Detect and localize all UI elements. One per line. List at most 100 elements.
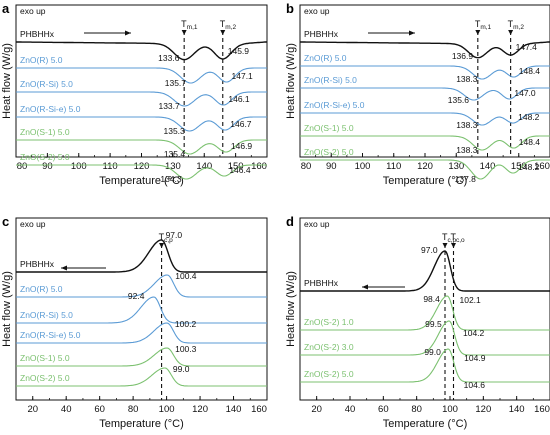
peak-value-label: 102.1: [460, 295, 482, 305]
dsc-trace: [16, 239, 267, 273]
dsc-trace: [16, 67, 267, 84]
dsc-trace: [16, 274, 267, 298]
peak-value-label: 104.2: [463, 328, 485, 338]
series-label: ZnO(R) 5.0: [20, 55, 63, 65]
temperature-marker-label: Tm,1: [181, 19, 198, 31]
x-tick-label: 140: [196, 161, 212, 172]
peak-value-label: 148.4: [519, 137, 541, 147]
peak-value-label: 100.2: [175, 319, 197, 329]
series-label: ZnO(S-1) 5.0: [304, 123, 354, 133]
x-tick-label: 100: [159, 404, 175, 415]
peak-value-label: 146.1: [228, 94, 250, 104]
temperature-marker-label: Tm,2: [508, 19, 525, 31]
temperature-marker-label: Tc,p: [159, 232, 174, 244]
dsc-trace: [300, 65, 550, 80]
chart-panel-a: 80 90 100 110 120 130 140 150 160 Temperature (°C…: [1, 1, 268, 187]
x-tick-label: 80: [411, 404, 422, 415]
panel-letter: b: [286, 1, 294, 16]
marker-main: T: [220, 19, 226, 29]
marker-arrowhead: [181, 30, 187, 35]
peak-value-label: 148.4: [519, 66, 541, 76]
x-tick-label: 90: [42, 161, 53, 172]
peak-value-label: 137.8: [455, 174, 477, 184]
peak-value-label: 98.4: [423, 294, 440, 304]
x-axis-label: Temperature (°C): [99, 175, 183, 187]
dsc-trace: [300, 87, 550, 101]
peak-value-label: 133.7: [158, 101, 180, 111]
peak-value-label: 135.3: [164, 126, 186, 136]
peak-value-label: 138.3: [456, 74, 478, 84]
peak-value-label: 145.9: [228, 46, 250, 56]
plot-frame: [15, 217, 268, 401]
series-label: ZnO(R-Si) 5.0: [20, 79, 73, 89]
scan-arrow-head: [125, 30, 131, 36]
temperature-marker-label: Tm,1: [475, 19, 492, 31]
y-axis-label: Heat flow (W/g): [1, 271, 13, 347]
peak-value-label: 100.4: [175, 271, 197, 281]
marker-subscript: m,1: [187, 24, 198, 31]
dsc-trace: [16, 139, 267, 155]
peak-value-label: 97.0: [421, 245, 438, 255]
dsc-trace: [16, 116, 267, 132]
marker-main: T: [475, 19, 481, 29]
peak-value-label: 146.7: [230, 119, 252, 129]
x-tick-label: 80: [17, 161, 28, 172]
series-label: ZnO(S-2) 5.0: [20, 152, 70, 162]
panel-letter: a: [2, 1, 10, 16]
peak-value-label: 99.0: [424, 347, 441, 357]
series-label: PHBHHx: [20, 259, 55, 269]
x-tick-label: 80: [301, 161, 312, 172]
peak-value-label: 99.0: [173, 364, 190, 374]
x-tick-label: 140: [480, 161, 496, 172]
plot-frame: [299, 217, 550, 401]
peak-value-label: 147.0: [514, 88, 536, 98]
marker-arrowhead: [475, 30, 481, 35]
y-axis-label: Heat flow (W/g): [285, 271, 297, 347]
peak-value-label: 92.4: [128, 291, 145, 301]
series-label: ZnO(R) 5.0: [304, 53, 347, 63]
dsc-trace: [300, 159, 550, 180]
marker-arrowhead: [220, 30, 226, 35]
series-label: ZnO(R-Si-e) 5.0: [304, 100, 365, 110]
marker-arrowhead: [442, 243, 448, 248]
peak-value-label: 146.9: [231, 141, 253, 151]
peak-value-label: 136.9: [452, 51, 474, 61]
peak-value-label: 148.2: [518, 112, 540, 122]
peak-value-label: 100.3: [175, 344, 197, 354]
scan-arrow-head: [61, 265, 67, 271]
dsc-trace: [300, 135, 550, 151]
dsc-trace: [300, 295, 550, 331]
dsc-trace: [16, 164, 267, 180]
chart-panel-d: 20 40 60 80 100 120 140 160 Temperature (°C) Heat…: [285, 214, 550, 430]
panel-letter: d: [286, 214, 294, 229]
peak-value-label: 134.3: [160, 174, 182, 184]
x-tick-label: 130: [165, 161, 181, 172]
series-label: ZnO(R-Si) 5.0: [304, 75, 357, 85]
peak-value-label: 147.4: [516, 42, 538, 52]
y-axis-label: Heat flow (W/g): [285, 43, 297, 119]
series-label: ZnO(S-2) 5.0: [20, 373, 70, 383]
x-tick-label: 20: [311, 404, 322, 415]
series-label: ZnO(S-2) 5.0: [304, 369, 354, 379]
x-tick-label: 160: [251, 161, 267, 172]
marker-main: T: [181, 19, 187, 29]
x-tick-label: 140: [226, 404, 242, 415]
peak-value-label: 104.6: [464, 380, 486, 390]
x-tick-label: 160: [251, 404, 267, 415]
dsc-trace: [300, 250, 550, 292]
peak-value-label: 104.9: [464, 353, 486, 363]
series-label: ZnO(R-Si-e) 5.0: [20, 104, 81, 114]
dsc-trace: [16, 367, 267, 387]
x-tick-label: 120: [475, 404, 491, 415]
y-axis-label: Heat flow (W/g): [1, 43, 13, 119]
dsc-trace: [16, 41, 268, 61]
series-label: PHBHHx: [304, 278, 339, 288]
peak-value-label: 138.3: [456, 145, 478, 155]
series-label: ZnO(S-2) 5.0: [304, 147, 354, 157]
x-tick-label: 100: [71, 161, 87, 172]
marker-arrowhead: [159, 243, 165, 248]
x-tick-label: 100: [355, 161, 371, 172]
x-axis-label: Temperature (°C): [99, 418, 183, 430]
marker-subscript: c,o: [456, 237, 465, 244]
temperature-marker-label: Tm,2: [220, 19, 237, 31]
